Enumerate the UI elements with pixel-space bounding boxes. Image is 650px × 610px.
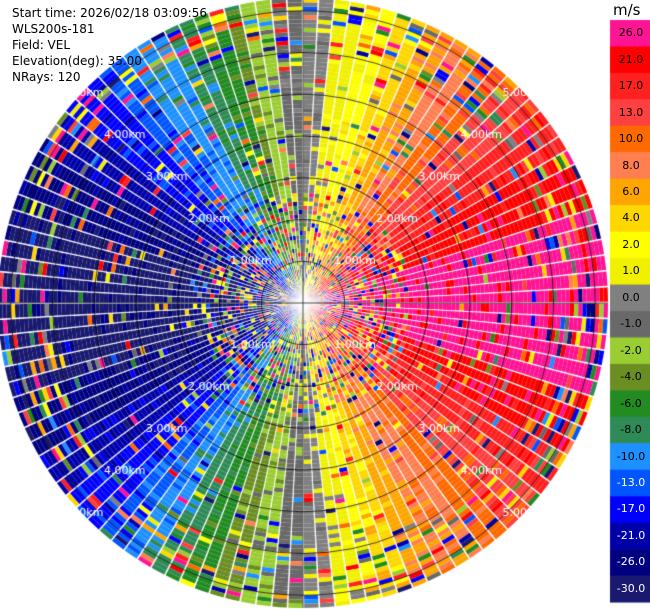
- colorbar-tick-label: -13.0: [616, 475, 646, 489]
- colorbar-tick-label: -26.0: [616, 555, 646, 569]
- colorbar-tick-label: 0.0: [622, 290, 640, 304]
- colorbar-unit: m/s: [613, 1, 641, 19]
- colorbar-tick-label: 26.0: [618, 26, 644, 40]
- colorbar-tick-label: 8.0: [622, 158, 640, 172]
- colorbar-tick-label: -1.0: [620, 317, 642, 331]
- colorbar-tick-label: -4.0: [620, 370, 642, 384]
- colorbar-tick-label: 13.0: [618, 105, 644, 119]
- nrays-label: NRays: 120: [12, 70, 81, 84]
- instrument-label: WLS200s-181: [12, 22, 95, 36]
- colorbar-tick-label: 2.0: [622, 237, 640, 251]
- elevation-label: Elevation(deg): 35.00: [12, 54, 142, 68]
- colorbar-tick-label: -10.0: [616, 449, 646, 463]
- start-time-label: Start time: 2026/02/18 03:09:56: [12, 6, 207, 20]
- colorbar-tick-label: -21.0: [616, 528, 646, 542]
- colorbar-tick-label: 1.0: [622, 264, 640, 278]
- colorbar-tick-label: -17.0: [616, 502, 646, 516]
- colorbar-tick-label: 6.0: [622, 184, 640, 198]
- colorbar-tick-label: 17.0: [618, 79, 644, 93]
- colorbar-tick-label: -30.0: [616, 581, 646, 595]
- colorbar-tick-label: -2.0: [620, 343, 642, 357]
- colorbar-tick-label: 4.0: [622, 211, 640, 225]
- colorbar-tick-label: -6.0: [620, 396, 642, 410]
- field-label: Field: VEL: [12, 38, 71, 52]
- colorbar-tick-label: -8.0: [620, 423, 642, 437]
- colorbar-tick-label: 10.0: [618, 132, 644, 146]
- colorbar-tick-label: 21.0: [618, 52, 644, 66]
